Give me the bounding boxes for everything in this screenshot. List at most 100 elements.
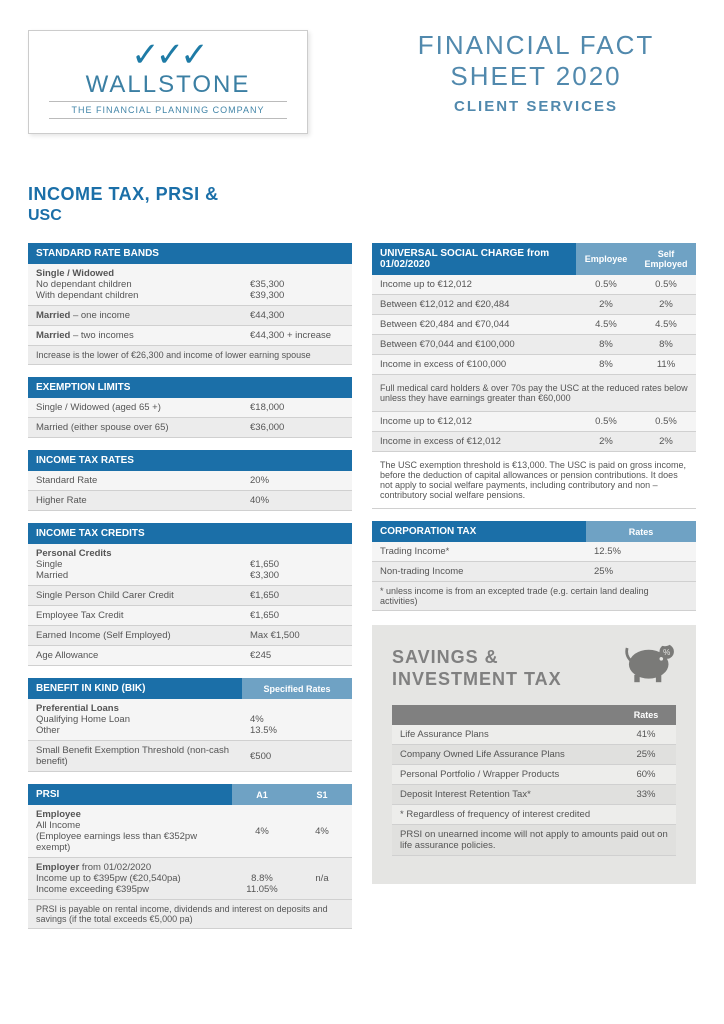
credits-r3: Single Person Child Carer Credit: [28, 586, 242, 606]
bik-header: BENEFIT IN KIND (BIK): [28, 678, 242, 699]
usc-c1: Employee: [576, 243, 636, 275]
bik-r2: Other: [36, 725, 60, 736]
corp-r1: Trading Income*: [372, 542, 586, 562]
logo-name: WALLSTONE: [49, 71, 287, 99]
usc-note1: Full medical card holders & over 70s pay…: [372, 375, 696, 412]
income-tax-credits-table: INCOME TAX CREDITS Personal CreditsSingl…: [28, 523, 352, 666]
exemption-r1: Single / Widowed (aged 65 +): [28, 398, 242, 418]
prsi-c2: S1: [292, 784, 352, 805]
logo-tagline: THE FINANCIAL PLANNING COMPANY: [49, 101, 287, 119]
usc-r4v2: 8%: [636, 335, 696, 355]
prsi-r2a: Employer: [36, 862, 79, 873]
prsi-table: PRSIA1S1 EmployeeAll Income(Employee ear…: [28, 784, 352, 929]
rates-r1v: 20%: [242, 471, 352, 491]
usc-header: UNIVERSAL SOCIAL CHARGE from 01/02/2020: [372, 243, 576, 275]
usc-r2: Between €12,012 and €20,484: [372, 295, 576, 315]
bik-table: BENEFIT IN KIND (BIK)Specified Rates Pre…: [28, 678, 352, 772]
exemption-r1v: €18,000: [242, 398, 352, 418]
usc-c2: Self Employed: [636, 243, 696, 275]
prsi-r2v2: n/a: [292, 858, 352, 900]
columns: STANDARD RATE BANDS Single / WidowedNo d…: [28, 243, 696, 941]
corp-r2: Non-trading Income: [372, 562, 586, 582]
credits-r0: Personal Credits: [36, 548, 112, 559]
prsi-r1b: All Income: [36, 820, 80, 831]
exemption-r2v: €36,000: [242, 418, 352, 438]
srb-note: Increase is the lower of €26,300 and inc…: [28, 346, 352, 365]
usc-r7v1: 2%: [576, 432, 636, 452]
standard-rate-bands-table: STANDARD RATE BANDS Single / WidowedNo d…: [28, 243, 352, 365]
main-title-1: FINANCIAL FACT: [376, 30, 696, 61]
usc-r1v2: 0.5%: [636, 275, 696, 295]
savings-r4v: 33%: [616, 784, 676, 804]
usc-r2v1: 2%: [576, 295, 636, 315]
savings-note1: * Regardless of frequency of interest cr…: [392, 804, 676, 824]
usc-r3: Between €20,484 and €70,044: [372, 315, 576, 335]
bik-r1v: 4%: [250, 714, 264, 725]
section-sub: USC: [28, 207, 696, 225]
srb-r2a: Married: [36, 310, 70, 321]
savings-note2: PRSI on unearned income will not apply t…: [392, 824, 676, 855]
savings-r4: Deposit Interest Retention Tax*: [392, 784, 616, 804]
usc-r7v2: 2%: [636, 432, 696, 452]
credits-r6v: €245: [242, 646, 352, 666]
title-block: FINANCIAL FACT SHEET 2020 CLIENT SERVICE…: [376, 30, 696, 115]
left-column: STANDARD RATE BANDS Single / WidowedNo d…: [28, 243, 352, 941]
savings-box: % SAVINGS & INVESTMENT TAX Rates Life As…: [372, 625, 696, 883]
srb-r1cv: €39,300: [250, 290, 284, 301]
credits-r3v: €1,650: [242, 586, 352, 606]
savings-r3v: 60%: [616, 764, 676, 784]
srb-header: STANDARD RATE BANDS: [28, 243, 352, 264]
usc-r2v2: 2%: [636, 295, 696, 315]
rates-header: INCOME TAX RATES: [28, 450, 352, 471]
prsi-r1v2: 4%: [292, 805, 352, 858]
logo-mark: ✓✓✓: [49, 45, 287, 65]
exemption-limits-table: EXEMPTION LIMITS Single / Widowed (aged …: [28, 377, 352, 438]
bik-r2v: 13.5%: [250, 725, 277, 736]
corp-note: * unless income is from an excepted trad…: [372, 582, 696, 611]
savings-table: Rates Life Assurance Plans41% Company Ow…: [392, 705, 676, 856]
prsi-note: PRSI is payable on rental income, divide…: [28, 900, 352, 929]
prsi-header: PRSI: [28, 784, 232, 805]
savings-r2v: 25%: [616, 744, 676, 764]
piggy-bank-icon: %: [623, 639, 678, 684]
bik-r3: Small Benefit Exemption Threshold (non-c…: [28, 741, 242, 772]
corp-r2v: 25%: [586, 562, 696, 582]
srb-r1a: Single / Widowed: [36, 268, 114, 279]
usc-r7: Income in excess of €12,012: [372, 432, 576, 452]
srb-r1c: With dependant children: [36, 290, 138, 301]
srb-r3a: Married: [36, 330, 70, 341]
header: ✓✓✓ WALLSTONE THE FINANCIAL PLANNING COM…: [28, 30, 696, 134]
right-column: UNIVERSAL SOCIAL CHARGE from 01/02/2020E…: [372, 243, 696, 941]
prsi-c1: A1: [232, 784, 292, 805]
savings-r2: Company Owned Life Assurance Plans: [392, 744, 616, 764]
usc-r1v1: 0.5%: [576, 275, 636, 295]
corp-r1v: 12.5%: [586, 542, 696, 562]
bik-r1: Qualifying Home Loan: [36, 714, 130, 725]
usc-r3v1: 4.5%: [576, 315, 636, 335]
savings-r1: Life Assurance Plans: [392, 725, 616, 745]
exemption-header: EXEMPTION LIMITS: [28, 377, 352, 398]
main-title-2: SHEET 2020: [376, 61, 696, 92]
credits-r2: Married: [36, 570, 68, 581]
usc-note2: The USC exemption threshold is €13,000. …: [372, 452, 696, 509]
corporation-tax-table: CORPORATION TAXRates Trading Income*12.5…: [372, 521, 696, 611]
prsi-r2b: from 01/02/2020: [79, 862, 151, 873]
usc-r6: Income up to €12,012: [372, 412, 576, 432]
rates-r1: Standard Rate: [28, 471, 242, 491]
prsi-r2d: Income exceeding €395pw: [36, 884, 149, 895]
credits-r6: Age Allowance: [28, 646, 242, 666]
prsi-r1v1: 4%: [232, 805, 292, 858]
section-title: INCOME TAX, PRSI &: [28, 184, 696, 205]
srb-r2v: €44,300: [242, 306, 352, 326]
corp-header: CORPORATION TAX: [372, 521, 586, 542]
credits-r1: Single: [36, 559, 62, 570]
rates-r2: Higher Rate: [28, 491, 242, 511]
srb-r3v: €44,300 + increase: [242, 326, 352, 346]
credits-r1v: €1,650: [250, 559, 279, 570]
srb-r2b: – one income: [70, 310, 130, 321]
prsi-r1a: Employee: [36, 809, 81, 820]
usc-r3v2: 4.5%: [636, 315, 696, 335]
credits-r4: Employee Tax Credit: [28, 606, 242, 626]
bik-col: Specified Rates: [242, 678, 352, 699]
prsi-r1c: (Employee earnings less than €352pw exem…: [36, 831, 197, 853]
